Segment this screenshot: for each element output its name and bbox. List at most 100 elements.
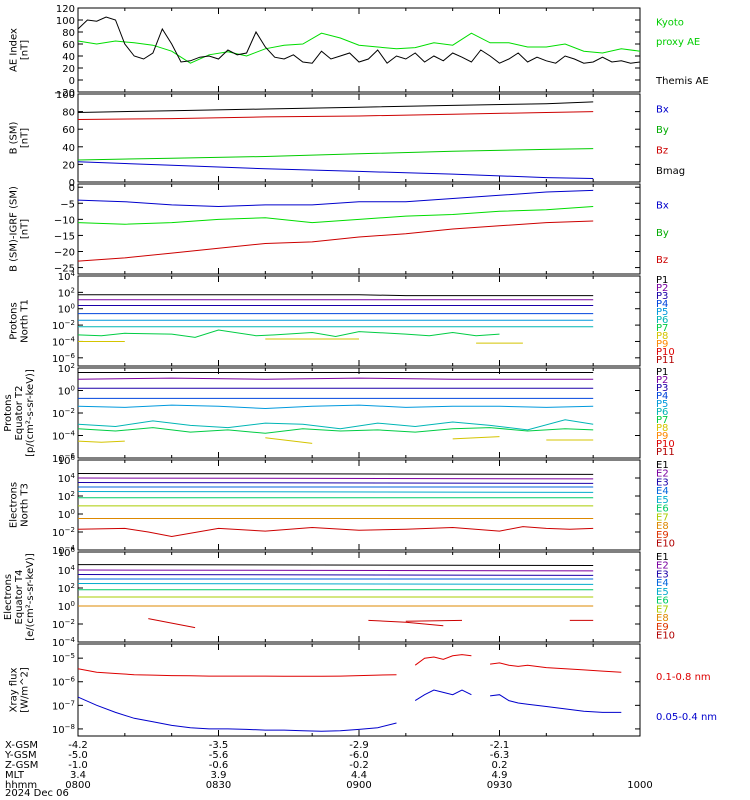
y-tick-label: 106 (58, 546, 76, 559)
legend-label: P2 (656, 375, 668, 386)
y-tick-label: 80 (62, 28, 75, 39)
series-line-Bx (77, 189, 594, 208)
legend-label: E8 (656, 613, 669, 624)
legend-label: By (656, 228, 669, 239)
series-line-By (77, 206, 594, 225)
series-line-E5 (77, 583, 594, 585)
y-tick-label: 102 (58, 362, 75, 375)
legend-label: E9 (656, 622, 669, 633)
series-line-Kyoto proxy AE (77, 32, 641, 64)
series-line-P2 (77, 377, 594, 380)
y-tick-label: −20 (54, 88, 75, 99)
y-tick-label: 10−2 (52, 319, 75, 332)
y-tick-label: 102 (58, 490, 75, 503)
y-tick-label: 40 (62, 52, 75, 63)
y-tick-label: 10−2 (52, 407, 75, 420)
legend-label: P10 (656, 347, 675, 358)
panel-protons_equator: 102 100 10−2 10−4 10−6 Protons Equator T2 [p/(c… (3, 362, 675, 465)
series-line-E9b (368, 619, 444, 627)
y-axis-label: Equator T4 (14, 570, 25, 625)
y-axis-label: North T1 (20, 299, 31, 343)
y-tick-label: 120 (56, 4, 75, 15)
legend-label: 0.1-0.8 nm (656, 672, 711, 683)
series-line-Bmag (77, 101, 594, 113)
legend-label: P5 (656, 307, 668, 318)
legend-label: P9 (656, 339, 668, 350)
y-tick-label: 102 (58, 286, 75, 299)
legend-label: P8 (656, 423, 668, 434)
legend-label: proxy AE (656, 37, 700, 48)
y-tick-label: 80 (62, 108, 75, 119)
series-line-Bz (77, 220, 594, 262)
series-line-P7 (77, 427, 594, 434)
ephemeris-value: 0930 (487, 780, 512, 791)
ephemeris-value: -4.2 (68, 740, 88, 751)
legend-label: E5 (656, 495, 669, 506)
ephemeris-value: 0.2 (492, 760, 508, 771)
y-axis-label: [p/(cm²-s-sr-keV)] (25, 369, 36, 457)
legend-label: E1 (656, 460, 669, 471)
y-axis-label: AE Index (9, 28, 20, 72)
y-tick-label: 10−2 (52, 618, 75, 631)
y-tick-label: 10−7 (52, 699, 75, 712)
footer-ephemeris: X-GSM -4.2 -3.5 -2.9 -2.1 Y-GSM -5.0 -5.6 -6.0 -6… (4, 740, 653, 799)
ephemeris-row-label: Z-GSM (5, 760, 38, 771)
y-tick-label: 0 (69, 76, 75, 87)
y-tick-label: −5 (60, 199, 75, 210)
ephemeris-row-label: X-GSM (5, 740, 38, 751)
series-line-E5 (77, 491, 594, 493)
ephemeris-value: -0.2 (349, 760, 369, 771)
ephemeris-value: 3.4 (70, 770, 86, 781)
legend-label: E4 (656, 486, 669, 497)
legend-label: 0.05-0.4 nm (656, 712, 717, 723)
y-tick-label: 0 (69, 183, 75, 194)
panel-frame (77, 367, 641, 459)
legend-label: P6 (656, 407, 668, 418)
y-tick-label: 100 (56, 16, 75, 27)
legend-label: P1 (656, 275, 668, 286)
y-axis-label: [nT] (20, 219, 31, 239)
legend-label: E4 (656, 578, 669, 589)
ephemeris-row-label: Y-GSM (4, 750, 37, 761)
y-tick-label: 100 (58, 508, 75, 521)
y-axis-label: [nT] (20, 40, 31, 60)
y-axis-label: B (SM)-IGRF (SM) (9, 186, 20, 272)
legend-label: P4 (656, 299, 668, 310)
y-tick-label: 106 (58, 454, 76, 467)
y-tick-label: 10−4 (52, 544, 76, 557)
series-line-P8 (77, 436, 594, 444)
panel-xray: 10−5 10−6 10−7 10−8 Xray flux [W/m^2] 0.1-0.8 … (9, 643, 717, 737)
legend-label: E2 (656, 561, 669, 572)
ephemeris-value: 4.9 (492, 770, 508, 781)
series-line-P1 (78, 294, 594, 297)
legend-label: P7 (656, 415, 668, 426)
series-line-By (77, 148, 594, 161)
y-tick-label: 20 (62, 160, 75, 171)
legend-label: By (656, 125, 669, 136)
legend-label: P3 (656, 291, 668, 302)
y-tick-label: 10−4 (52, 335, 76, 348)
legend-label: E5 (656, 587, 669, 598)
legend-label: P4 (656, 391, 668, 402)
y-tick-label: 10−4 (52, 636, 76, 649)
ephemeris-value: -5.6 (209, 750, 229, 761)
ephemeris-row-label: hhmm (5, 780, 37, 791)
ephemeris-row-label: MLT (5, 770, 25, 781)
ephemeris-value: -0.6 (209, 760, 229, 771)
y-axis-label: Xray flux (9, 668, 20, 713)
legend-label: E1 (656, 552, 669, 563)
series-line-P8 (78, 338, 523, 344)
ephemeris-value: 4.4 (351, 770, 367, 781)
panel-b: 0 20 40 60 80 100 B (SM) [nT] Bx By Bz Bmag (9, 90, 686, 189)
legend-label: E10 (656, 631, 675, 642)
ephemeris-value: -3.5 (209, 740, 229, 751)
legend-label: Themis AE (655, 76, 709, 87)
y-axis-label: Equator T2 (14, 386, 25, 441)
y-tick-label: 104 (58, 564, 76, 577)
panel-frame (77, 7, 641, 93)
legend-label: P1 (656, 367, 668, 378)
y-tick-label: 100 (56, 90, 75, 101)
legend-label: Bz (656, 145, 668, 156)
